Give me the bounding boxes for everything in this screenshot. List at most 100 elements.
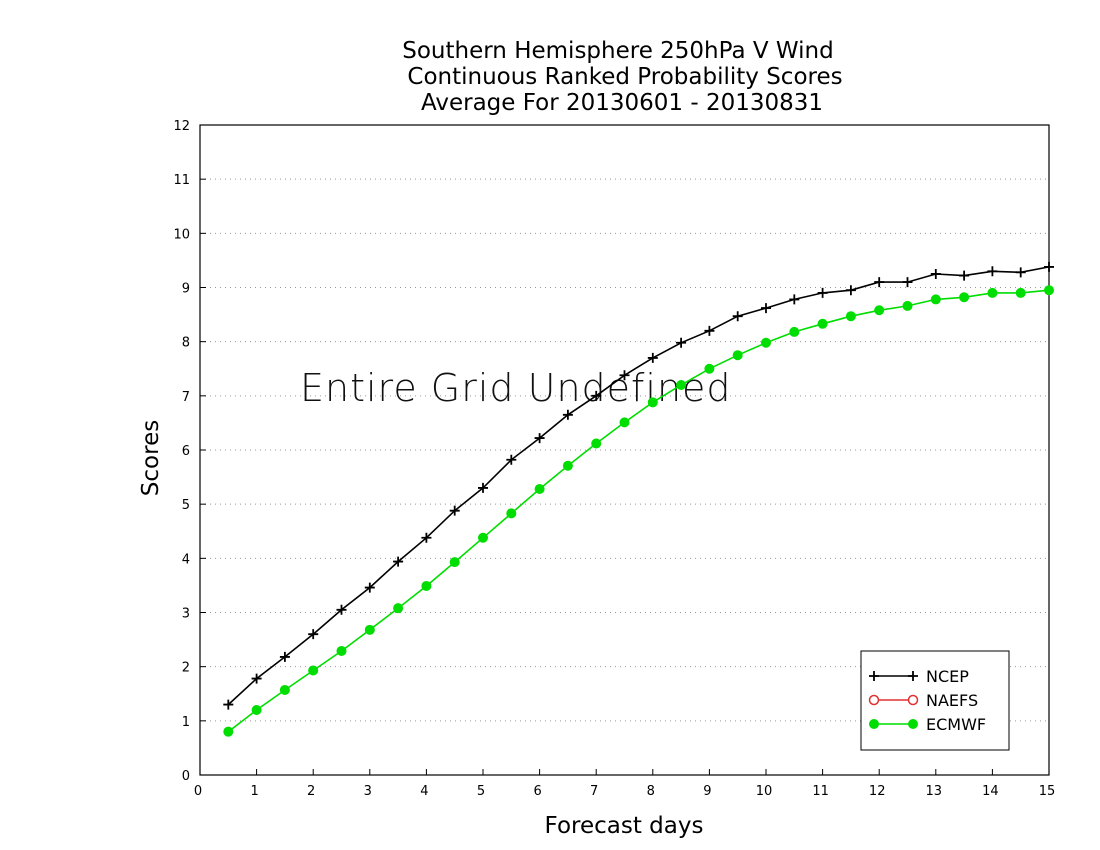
- title-line-1: Southern Hemisphere 250hPa V Wind: [402, 38, 833, 64]
- data-point-ncep: [364, 582, 375, 593]
- legend-item-ecmwf: ECMWF: [869, 715, 986, 734]
- x-tick-label: 5: [477, 784, 485, 799]
- data-point-ecmwf: [930, 294, 941, 305]
- x-tick-label: 15: [1039, 784, 1056, 799]
- data-point-ecmwf: [789, 326, 800, 337]
- data-point-ecmwf: [874, 305, 885, 316]
- y-tick-label: 2: [182, 661, 190, 676]
- legend-marker-naefs: [907, 694, 919, 706]
- data-point-ncep: [676, 337, 687, 348]
- legend-marker-ecmwf: [908, 719, 918, 729]
- data-point-ncep: [223, 699, 234, 710]
- x-tick-label: 11: [812, 784, 829, 799]
- data-point-ecmwf: [845, 311, 856, 322]
- data-point-ncep: [279, 651, 290, 662]
- data-point-ecmwf: [251, 705, 262, 715]
- legend-marker-ncep: [908, 671, 918, 681]
- data-point-ncep: [732, 311, 743, 322]
- data-point-ncep: [336, 604, 347, 615]
- data-point-ecmwf: [336, 645, 347, 656]
- x-tick-label: 7: [590, 784, 598, 799]
- data-point-ncep: [308, 629, 319, 640]
- x-tick-label: 0: [194, 784, 202, 799]
- data-point-ecmwf: [308, 665, 319, 676]
- data-point-ncep: [1015, 267, 1026, 278]
- y-tick-label: 3: [182, 607, 190, 622]
- y-tick-label: 0: [182, 769, 190, 784]
- data-point-ecmwf: [1044, 285, 1054, 296]
- y-tick-label: 12: [173, 119, 190, 134]
- y-tick-label: 1: [182, 715, 190, 730]
- data-point-ecmwf: [761, 337, 771, 348]
- x-tick-label: 2: [307, 784, 315, 799]
- data-point-ncep: [591, 390, 602, 401]
- data-point-ncep: [251, 673, 262, 684]
- y-tick-label: 7: [182, 390, 190, 405]
- y-tick-label: 11: [173, 173, 190, 188]
- legend-item-naefs: NAEFS: [868, 691, 978, 710]
- chart-title: Southern Hemisphere 250hPa V Wind Contin…: [402, 38, 842, 116]
- data-point-ncep: [845, 285, 856, 296]
- legend: NCEP NAEFS ECMWF: [860, 650, 1010, 751]
- series-ecmwf: [223, 285, 1054, 737]
- x-axis-label: Forecast days: [545, 813, 704, 839]
- data-point-ncep: [1044, 261, 1054, 272]
- x-tick-label: 1: [250, 784, 258, 799]
- data-point-ecmwf: [676, 380, 687, 390]
- data-point-ncep: [449, 505, 460, 516]
- title-line-3: Average For 20130601 - 20130831: [421, 90, 823, 116]
- data-point-ecmwf: [732, 350, 743, 361]
- x-tick-label: 10: [756, 784, 773, 799]
- data-point-ncep: [562, 409, 573, 420]
- data-point-ecmwf: [279, 684, 290, 695]
- data-point-ncep: [902, 277, 913, 288]
- y-tick-label: 6: [182, 444, 190, 459]
- data-point-ncep: [647, 352, 658, 363]
- x-tick-label: 12: [869, 784, 886, 799]
- grid-lines: [200, 178, 1049, 722]
- data-point-ecmwf: [534, 484, 545, 494]
- data-point-ecmwf: [506, 508, 517, 519]
- data-point-ncep: [506, 454, 517, 465]
- data-point-ncep: [619, 370, 630, 381]
- x-tick-label: 9: [703, 784, 711, 799]
- legend-marker-ecmwf: [869, 719, 879, 729]
- data-point-ncep: [393, 556, 404, 567]
- legend-label-ncep: NCEP: [926, 667, 969, 686]
- series-line-ncep: [227, 266, 1050, 706]
- data-point-ecmwf: [364, 624, 375, 635]
- x-tick-label: 3: [364, 784, 372, 799]
- data-point-ncep: [959, 270, 970, 281]
- data-point-ecmwf: [902, 300, 913, 311]
- series-layer: [223, 261, 1054, 737]
- data-point-ecmwf: [817, 318, 828, 329]
- data-point-ncep: [930, 268, 941, 279]
- legend-item-ncep: NCEP: [869, 667, 969, 686]
- legend-marker-naefs: [868, 694, 880, 706]
- data-point-ecmwf: [449, 557, 460, 568]
- data-point-ecmwf: [223, 726, 234, 737]
- x-tick-label: 14: [982, 784, 999, 799]
- legend-label-ecmwf: ECMWF: [926, 715, 986, 734]
- data-point-ncep: [421, 532, 432, 543]
- data-point-ncep: [817, 287, 828, 298]
- y-tick-label: 9: [182, 282, 190, 297]
- y-tick-label: 10: [173, 227, 190, 242]
- y-axis-label: Scores: [138, 420, 164, 496]
- data-point-ecmwf: [1015, 287, 1026, 298]
- y-tick-label: 5: [182, 498, 190, 513]
- x-tick-label: 13: [926, 784, 943, 799]
- undefined-grid-annotation: Entire Grid Undefined: [300, 366, 732, 410]
- data-point-ecmwf: [591, 438, 602, 449]
- x-tick-label: 4: [420, 784, 428, 799]
- x-tick-label: 8: [647, 784, 655, 799]
- data-point-ecmwf: [959, 292, 970, 303]
- data-point-ncep: [704, 325, 715, 336]
- data-point-ncep: [874, 277, 885, 288]
- data-point-ecmwf: [647, 397, 658, 408]
- legend-label-naefs: NAEFS: [926, 691, 978, 710]
- data-point-ecmwf: [421, 580, 432, 591]
- data-point-ecmwf: [562, 460, 573, 471]
